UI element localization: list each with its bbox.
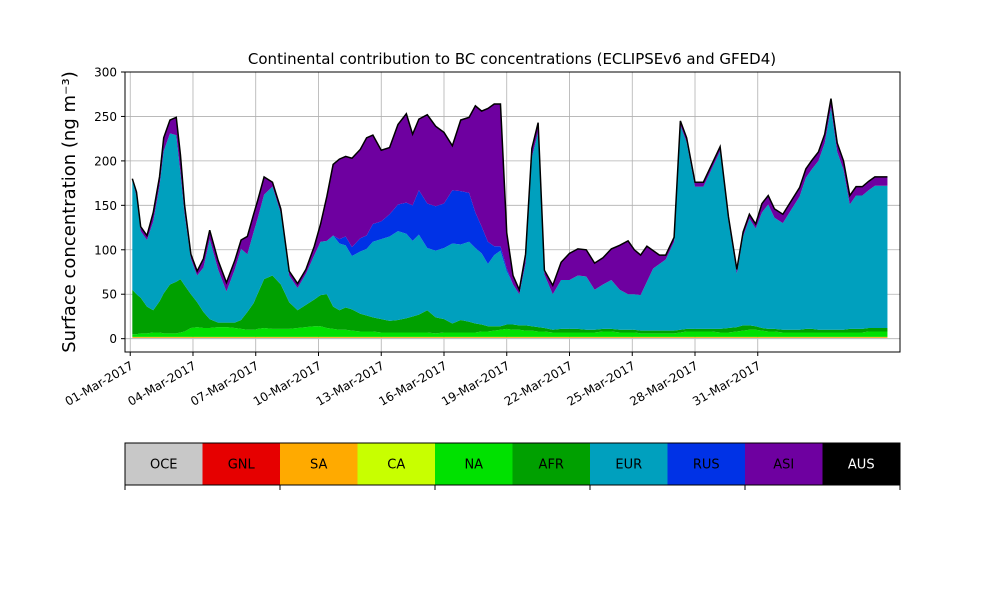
- colorbar-label-gnl: GNL: [228, 458, 256, 473]
- colorbar-label-na: NA: [464, 458, 483, 473]
- y-tick-label: 0: [109, 332, 117, 346]
- x-tick-label: 22-Mar-2017: [502, 358, 575, 408]
- x-tick-label: 19-Mar-2017: [439, 358, 512, 408]
- colorbar-swatch-na: [435, 443, 513, 485]
- colorbar-label-afr: AFR: [539, 458, 564, 473]
- area-sa: [132, 336, 888, 338]
- region-colorbar: OCE GNL SA CA NA AFR EUR RUS ASI AUS: [124, 442, 901, 490]
- y-tick-label: 250: [94, 110, 117, 124]
- colorbar-label-ca: CA: [387, 458, 405, 473]
- x-tick-label: 07-Mar-2017: [188, 358, 261, 408]
- x-tick-label: 16-Mar-2017: [376, 358, 449, 408]
- colorbar-swatch-sa: [280, 443, 358, 485]
- colorbar-swatch-oce: [125, 443, 203, 485]
- total-outline: [131, 98, 888, 293]
- y-tick-label: 150: [94, 199, 117, 213]
- colorbar-swatch-afr: [512, 443, 590, 485]
- y-tick-label: 50: [102, 288, 117, 302]
- x-tick-label: 31-Mar-2017: [690, 358, 763, 408]
- x-tick-label: 01-Mar-2017: [63, 358, 136, 408]
- stacked-areas: [131, 98, 888, 339]
- colorbar-swatch-rus: [667, 443, 745, 485]
- colorbar-label-sa: SA: [310, 458, 327, 473]
- x-tick-label: 25-Mar-2017: [565, 358, 638, 408]
- chart-title: Continental contribution to BC concentra…: [248, 50, 776, 68]
- colorbar-label-aus: AUS: [848, 458, 875, 473]
- x-tick-label: 04-Mar-2017: [125, 358, 198, 408]
- y-axis-label: Surface concentration (ng m⁻³): [59, 71, 80, 353]
- x-tick-label: 13-Mar-2017: [314, 358, 387, 408]
- colorbar-label-asi: ASI: [773, 458, 794, 473]
- colorbar-swatch-ca: [357, 443, 435, 485]
- area-na: [132, 326, 888, 337]
- colorbar-swatch-asi: [745, 443, 823, 485]
- colorbar-label-eur: EUR: [615, 458, 642, 473]
- colorbar-swatch-eur: [590, 443, 668, 485]
- colorbar-frame: [124, 442, 901, 486]
- plot-frame: [124, 71, 901, 353]
- y-tick-label: 200: [94, 154, 117, 168]
- x-tick-label: 10-Mar-2017: [251, 358, 324, 408]
- colorbar-label-rus: RUS: [693, 458, 720, 473]
- x-tick-label: 28-Mar-2017: [627, 358, 700, 408]
- area-oce: [132, 337, 888, 339]
- y-tick-label: 100: [94, 243, 117, 257]
- colorbar-label-oce: OCE: [150, 458, 178, 473]
- colorbar-swatch-aus: [822, 443, 900, 485]
- area-afr: [132, 275, 888, 335]
- colorbar-swatch-gnl: [202, 443, 280, 485]
- y-tick-label: 300: [94, 66, 117, 80]
- area-eur: [132, 107, 888, 331]
